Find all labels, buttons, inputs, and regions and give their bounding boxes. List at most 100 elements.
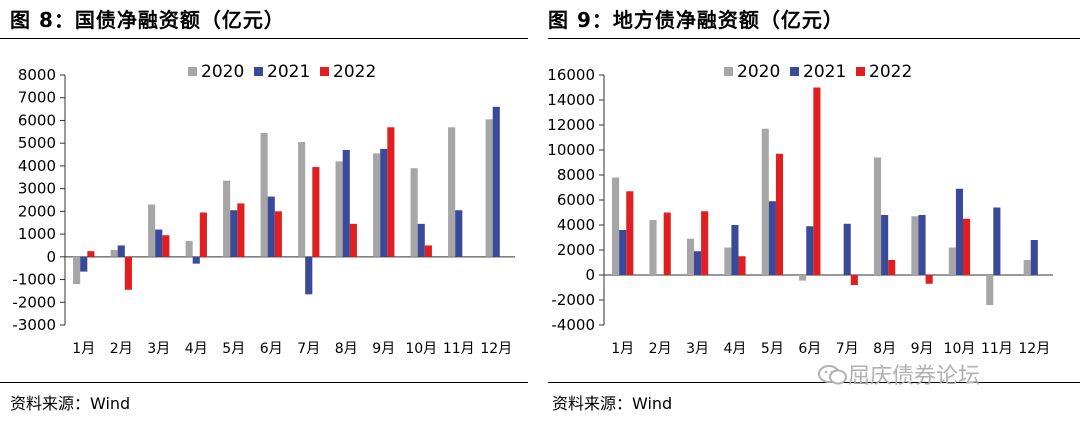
bar-2022-10 bbox=[424, 245, 432, 257]
bar-2020-3 bbox=[686, 238, 694, 275]
bar-2020-12 bbox=[1023, 260, 1031, 275]
x-tick-label: 1月 bbox=[611, 341, 634, 357]
y-tick-label: -4000 bbox=[551, 316, 595, 334]
legend-swatch-2020 bbox=[188, 67, 197, 76]
y-tick-label: -2000 bbox=[12, 293, 56, 311]
bar-2021-11 bbox=[455, 210, 463, 257]
y-tick-label: 7000 bbox=[18, 89, 56, 107]
bar-2022-4 bbox=[199, 212, 207, 257]
watermark: 屈庆债券论坛 bbox=[818, 358, 980, 390]
bar-2020-10 bbox=[948, 247, 956, 275]
x-tick-label: 7月 bbox=[297, 341, 320, 357]
y-tick-label: -2000 bbox=[551, 291, 595, 309]
bar-2021-7 bbox=[305, 256, 313, 295]
x-tick-label: 2月 bbox=[649, 341, 672, 357]
legend-swatch-2021 bbox=[254, 67, 263, 76]
bar-2020-2 bbox=[110, 250, 118, 257]
bar-2021-3 bbox=[693, 251, 702, 275]
y-tick-label: -1000 bbox=[12, 271, 56, 289]
y-tick-label: 6000 bbox=[18, 111, 56, 129]
bar-2021-5 bbox=[768, 201, 776, 275]
bar-2020-11 bbox=[448, 127, 456, 257]
y-tick-label: 0 bbox=[46, 248, 56, 266]
bar-2021-9 bbox=[380, 148, 388, 257]
legend-label-2020: 2020 bbox=[201, 62, 244, 82]
legend-label-2022: 2022 bbox=[869, 62, 912, 82]
bar-2021-6 bbox=[806, 226, 814, 275]
x-tick-label: 9月 bbox=[372, 341, 395, 357]
bar-2021-2 bbox=[117, 245, 125, 257]
chart-title-right: 图 9：地方债净融资额（亿元） bbox=[548, 8, 844, 32]
bar-2022-5 bbox=[237, 203, 245, 257]
bar-2022-9 bbox=[925, 275, 933, 284]
y-tick-label: 6000 bbox=[557, 191, 595, 209]
x-tick-label: 5月 bbox=[761, 341, 784, 357]
bar-2022-6 bbox=[274, 211, 282, 257]
legend-label-2021: 2021 bbox=[803, 62, 846, 82]
bar-2022-1 bbox=[87, 251, 95, 257]
x-tick-label: 7月 bbox=[836, 341, 859, 357]
chart-title-left: 图 8：国债净融资额（亿元） bbox=[10, 8, 285, 32]
bar-2021-7 bbox=[843, 223, 851, 275]
bar-2020-3 bbox=[148, 204, 156, 257]
bar-2020-1 bbox=[73, 256, 81, 285]
y-tick-label: 0 bbox=[585, 266, 595, 284]
x-tick-label: 12月 bbox=[480, 341, 512, 357]
bar-2020-12 bbox=[485, 119, 493, 257]
bar-2020-2 bbox=[649, 220, 657, 275]
bar-2020-5 bbox=[223, 180, 231, 257]
bar-2021-11 bbox=[993, 207, 1001, 275]
bar-2020-8 bbox=[873, 157, 882, 275]
y-tick-label: -3000 bbox=[12, 316, 56, 334]
bar-2021-9 bbox=[918, 215, 926, 275]
bar-2021-8 bbox=[881, 215, 889, 275]
y-tick-label: 8000 bbox=[18, 66, 56, 84]
bar-2020-10 bbox=[410, 168, 418, 257]
y-tick-label: 4000 bbox=[557, 216, 595, 234]
bar-2020-4 bbox=[724, 247, 732, 275]
bar-chart-national-bonds: -3000 -2000 -1000 0 1000 2000 3000 4000 5000 6000… bbox=[12, 62, 515, 357]
x-tick-label: 1月 bbox=[72, 341, 95, 357]
bar-2021-5 bbox=[230, 210, 238, 257]
x-tick-label: 4月 bbox=[185, 341, 208, 357]
bar-2021-12 bbox=[1030, 240, 1038, 275]
legend-swatch-2021 bbox=[790, 67, 799, 76]
y-tick-label: 14000 bbox=[548, 91, 595, 109]
bar-2022-2 bbox=[663, 212, 671, 275]
y-tick-label: 5000 bbox=[18, 134, 56, 152]
x-tick-label: 3月 bbox=[686, 341, 709, 357]
x-tick-label: 8月 bbox=[335, 341, 358, 357]
legend-swatch-2022 bbox=[320, 67, 329, 76]
bar-2022-5 bbox=[775, 153, 784, 275]
bar-2020-11 bbox=[986, 275, 994, 305]
title-rule-right bbox=[548, 38, 1080, 39]
title-rule-left bbox=[0, 38, 528, 39]
x-tick-label: 10月 bbox=[944, 341, 976, 357]
bar-2020-6 bbox=[260, 132, 268, 257]
source-left: 资料来源：Wind bbox=[10, 394, 131, 413]
x-tick-label: 5月 bbox=[222, 341, 245, 357]
source-rule-left bbox=[0, 382, 528, 383]
bar-2022-8 bbox=[349, 223, 357, 257]
x-tick-label: 2月 bbox=[110, 341, 133, 357]
x-tick-label: 3月 bbox=[147, 341, 170, 357]
y-tick-label: 12000 bbox=[548, 116, 595, 134]
watermark-text: 屈庆债券论坛 bbox=[848, 364, 981, 389]
x-tick-label: 8月 bbox=[873, 341, 896, 357]
legend-label-2021: 2021 bbox=[267, 62, 310, 82]
x-tick-label: 9月 bbox=[911, 341, 934, 357]
y-tick-label: 2000 bbox=[557, 241, 595, 259]
bar-2021-1 bbox=[619, 230, 627, 275]
bar-2022-4 bbox=[738, 256, 746, 275]
legend-swatch-2022 bbox=[856, 67, 865, 76]
legend-label-2020: 2020 bbox=[737, 62, 780, 82]
bar-2020-9 bbox=[373, 153, 381, 257]
bar-2021-6 bbox=[267, 196, 275, 257]
bar-2022-3 bbox=[701, 211, 709, 275]
source-right: 资料来源：Wind bbox=[552, 394, 673, 413]
bar-2022-8 bbox=[888, 260, 896, 275]
bar-2020-5 bbox=[761, 128, 769, 275]
bar-2021-10 bbox=[955, 188, 964, 275]
y-tick-label: 4000 bbox=[18, 157, 56, 175]
bar-2022-9 bbox=[387, 127, 395, 257]
